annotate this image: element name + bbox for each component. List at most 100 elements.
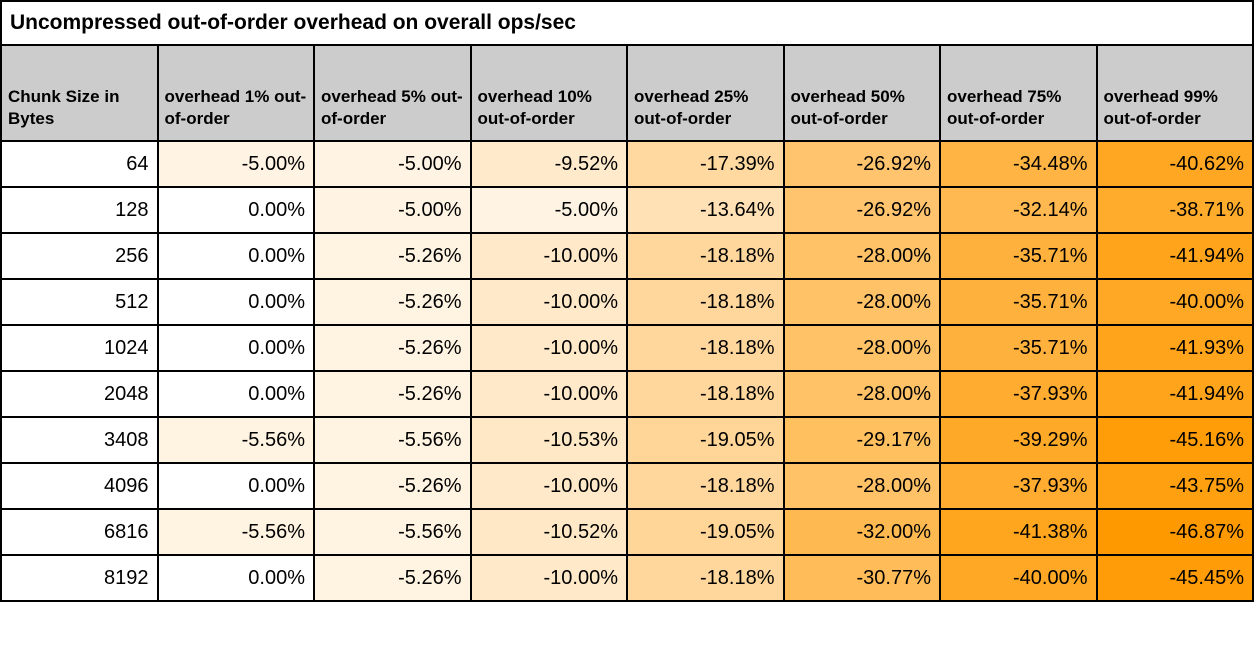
column-header-overhead-5pct: overhead 5% out-of-order	[313, 44, 472, 142]
table-row: 512 0.00% -5.26% -10.00% -18.18% -28.00% -35.7…	[0, 278, 1254, 326]
overhead-value-cell: -10.00%	[469, 324, 628, 372]
chunk-size-cell: 2048	[0, 370, 159, 418]
overhead-value-cell: -37.93%	[939, 462, 1098, 510]
overhead-value-cell: -26.92%	[782, 186, 941, 234]
chunk-size-cell: 64	[0, 140, 159, 188]
overhead-value-cell: -10.00%	[469, 278, 628, 326]
overhead-value-cell: -28.00%	[782, 370, 941, 418]
overhead-value-cell: -18.18%	[626, 370, 785, 418]
chunk-size-cell: 512	[0, 278, 159, 326]
chunk-size-cell: 8192	[0, 554, 159, 602]
table-row: 1024 0.00% -5.26% -10.00% -18.18% -28.00% -35.…	[0, 324, 1254, 372]
table-title: Uncompressed out-of-order overhead on ov…	[0, 0, 1254, 46]
overhead-value-cell: -5.26%	[313, 554, 472, 602]
overhead-value-cell: -5.56%	[313, 508, 472, 556]
overhead-value-cell: -10.00%	[469, 232, 628, 280]
chunk-size-cell: 3408	[0, 416, 159, 464]
overhead-value-cell: -18.18%	[626, 554, 785, 602]
overhead-value-cell: -30.77%	[782, 554, 941, 602]
overhead-value-cell: -5.00%	[313, 140, 472, 188]
overhead-table: Uncompressed out-of-order overhead on ov…	[0, 0, 1254, 602]
overhead-value-cell: -40.62%	[1095, 140, 1254, 188]
column-header-overhead-25pct: overhead 25% out-of-order	[626, 44, 785, 142]
overhead-value-cell: -32.14%	[939, 186, 1098, 234]
overhead-value-cell: -38.71%	[1095, 186, 1254, 234]
overhead-value-cell: 0.00%	[156, 324, 315, 372]
title-row: Uncompressed out-of-order overhead on ov…	[0, 0, 1254, 46]
overhead-value-cell: 0.00%	[156, 370, 315, 418]
overhead-value-cell: -5.56%	[156, 508, 315, 556]
overhead-value-cell: -5.26%	[313, 462, 472, 510]
table-row: 128 0.00% -5.00% -5.00% -13.64% -26.92% -32.14…	[0, 186, 1254, 234]
overhead-value-cell: -41.38%	[939, 508, 1098, 556]
overhead-value-cell: 0.00%	[156, 554, 315, 602]
table-row: 3408 -5.56% -5.56% -10.53% -19.05% -29.17% -39…	[0, 416, 1254, 464]
header-row: Chunk Size in Bytes overhead 1% out-of-o…	[0, 44, 1254, 142]
overhead-value-cell: -10.00%	[469, 554, 628, 602]
column-header-overhead-1pct: overhead 1% out-of-order	[156, 44, 315, 142]
table-row: 256 0.00% -5.26% -10.00% -18.18% -28.00% -35.7…	[0, 232, 1254, 280]
overhead-value-cell: -28.00%	[782, 278, 941, 326]
overhead-value-cell: -10.00%	[469, 462, 628, 510]
overhead-value-cell: -18.18%	[626, 232, 785, 280]
overhead-value-cell: -28.00%	[782, 232, 941, 280]
overhead-value-cell: -5.00%	[156, 140, 315, 188]
overhead-value-cell: -34.48%	[939, 140, 1098, 188]
overhead-value-cell: -18.18%	[626, 278, 785, 326]
column-header-overhead-10pct: overhead 10% out-of-order	[469, 44, 628, 142]
overhead-value-cell: -40.00%	[939, 554, 1098, 602]
chunk-size-cell: 4096	[0, 462, 159, 510]
overhead-value-cell: -40.00%	[1095, 278, 1254, 326]
overhead-value-cell: -28.00%	[782, 462, 941, 510]
overhead-value-cell: -41.94%	[1095, 232, 1254, 280]
overhead-value-cell: -5.56%	[313, 416, 472, 464]
overhead-value-cell: -35.71%	[939, 232, 1098, 280]
overhead-value-cell: -32.00%	[782, 508, 941, 556]
overhead-value-cell: -28.00%	[782, 324, 941, 372]
overhead-value-cell: -5.00%	[313, 186, 472, 234]
overhead-value-cell: -19.05%	[626, 508, 785, 556]
table-row: 2048 0.00% -5.26% -10.00% -18.18% -28.00% -37.…	[0, 370, 1254, 418]
overhead-value-cell: -18.18%	[626, 462, 785, 510]
overhead-value-cell: -39.29%	[939, 416, 1098, 464]
column-header-overhead-50pct: overhead 50% out-of-order	[782, 44, 941, 142]
table-row: 6816 -5.56% -5.56% -10.52% -19.05% -32.00% -41…	[0, 508, 1254, 556]
chunk-size-cell: 256	[0, 232, 159, 280]
overhead-value-cell: -5.26%	[313, 232, 472, 280]
overhead-value-cell: 0.00%	[156, 278, 315, 326]
chunk-size-cell: 6816	[0, 508, 159, 556]
overhead-value-cell: -18.18%	[626, 324, 785, 372]
table-body: 64 -5.00% -5.00% -9.52% -17.39% -26.92% -34.48…	[0, 140, 1254, 602]
overhead-value-cell: -5.00%	[469, 186, 628, 234]
overhead-value-cell: -37.93%	[939, 370, 1098, 418]
chunk-size-cell: 1024	[0, 324, 159, 372]
overhead-value-cell: -45.45%	[1095, 554, 1254, 602]
overhead-value-cell: -46.87%	[1095, 508, 1254, 556]
overhead-value-cell: -26.92%	[782, 140, 941, 188]
overhead-value-cell: -41.94%	[1095, 370, 1254, 418]
overhead-value-cell: -10.52%	[469, 508, 628, 556]
overhead-value-cell: -10.00%	[469, 370, 628, 418]
overhead-value-cell: -5.26%	[313, 278, 472, 326]
overhead-value-cell: -5.26%	[313, 324, 472, 372]
overhead-value-cell: -10.53%	[469, 416, 628, 464]
overhead-value-cell: -5.56%	[156, 416, 315, 464]
overhead-value-cell: 0.00%	[156, 186, 315, 234]
column-header-overhead-99pct: overhead 99% out-of-order	[1095, 44, 1254, 142]
overhead-value-cell: -43.75%	[1095, 462, 1254, 510]
overhead-value-cell: -35.71%	[939, 278, 1098, 326]
table-row: 4096 0.00% -5.26% -10.00% -18.18% -28.00% -37.…	[0, 462, 1254, 510]
overhead-value-cell: -5.26%	[313, 370, 472, 418]
table-row: 64 -5.00% -5.00% -9.52% -17.39% -26.92% -34.48…	[0, 140, 1254, 188]
overhead-value-cell: -45.16%	[1095, 416, 1254, 464]
column-header-chunk-size: Chunk Size in Bytes	[0, 44, 159, 142]
overhead-value-cell: -35.71%	[939, 324, 1098, 372]
overhead-value-cell: -9.52%	[469, 140, 628, 188]
overhead-value-cell: -13.64%	[626, 186, 785, 234]
overhead-value-cell: -29.17%	[782, 416, 941, 464]
column-header-overhead-75pct: overhead 75% out-of-order	[939, 44, 1098, 142]
overhead-value-cell: -17.39%	[626, 140, 785, 188]
overhead-value-cell: -41.93%	[1095, 324, 1254, 372]
table-row: 8192 0.00% -5.26% -10.00% -18.18% -30.77% -40.…	[0, 554, 1254, 602]
overhead-value-cell: -19.05%	[626, 416, 785, 464]
